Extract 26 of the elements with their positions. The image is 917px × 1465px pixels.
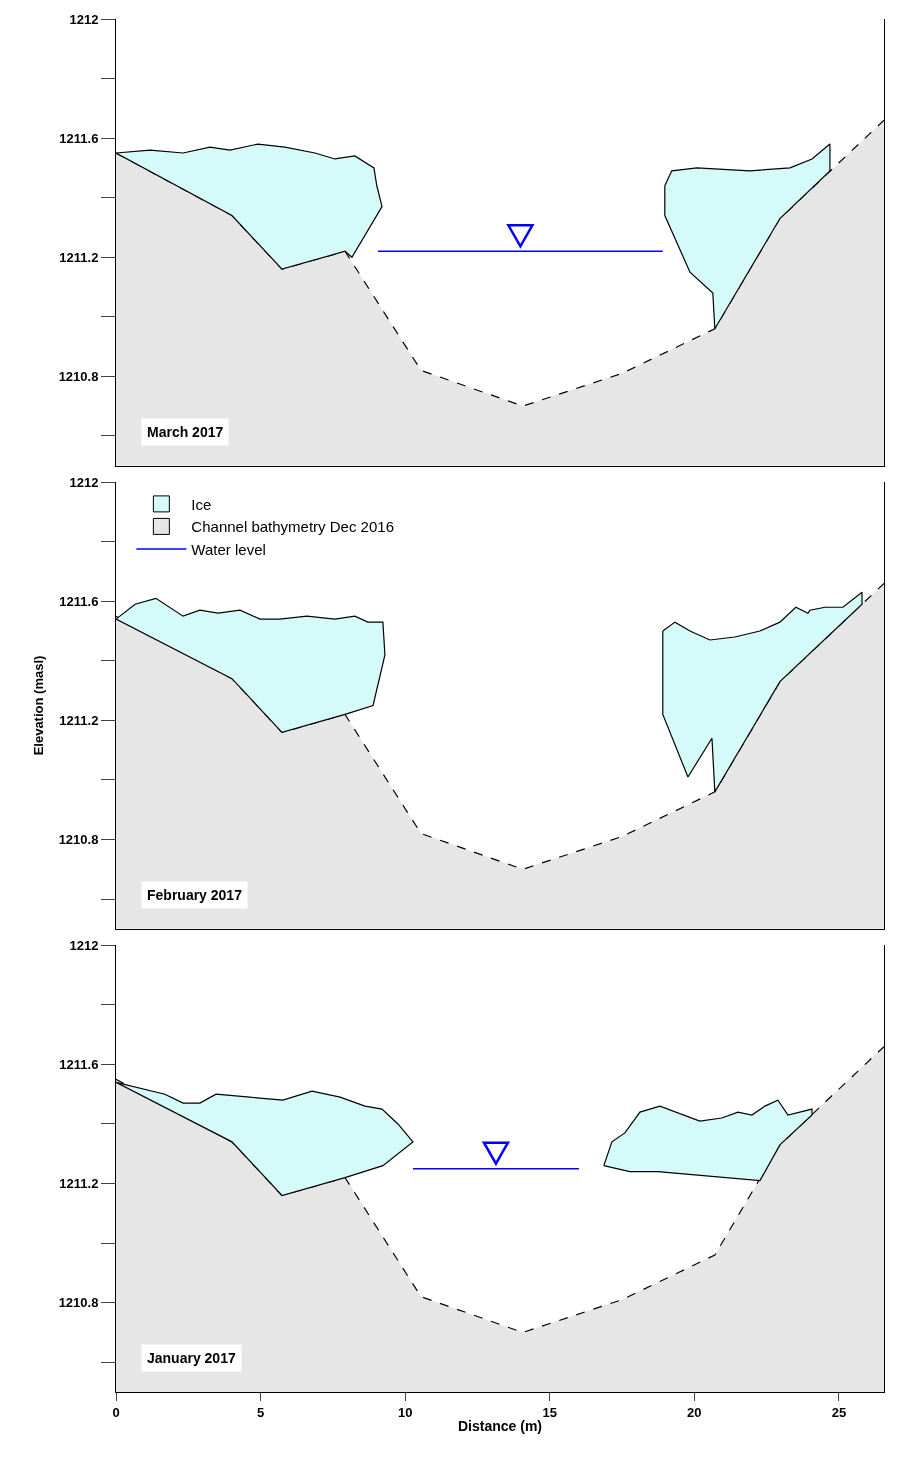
y-tick-label: 1211.6 [59, 593, 99, 609]
y-tick-label: 1211.2 [59, 712, 99, 728]
x-tick-label: 15 [542, 1404, 557, 1420]
x-tick-label: 0 [112, 1404, 120, 1420]
legend-label: Channel bathymetry Dec 2016 [191, 518, 394, 536]
y-axis-title: Elevation (masl) [30, 655, 46, 756]
text: February 2017 [147, 887, 243, 903]
y-tick-label: 1212 [69, 11, 99, 27]
x-axis-title: Distance (m) [457, 1417, 543, 1434]
text: March 2017 [147, 424, 224, 440]
x-tick-label: 10 [397, 1404, 413, 1420]
x-tick-label: 5 [256, 1404, 265, 1420]
y-tick-label: 1211.2 [59, 1176, 99, 1192]
y-tick-label: 1210.8 [58, 1295, 99, 1311]
y-tick-label: 1211.6 [59, 130, 99, 146]
x-tick-label: 25 [831, 1404, 847, 1420]
y-tick-label: 1210.8 [58, 832, 99, 848]
y-tick-label: 1211.2 [59, 249, 99, 265]
text: January 2017 [147, 1350, 236, 1366]
y-tick-label: 1212 [69, 474, 99, 490]
legend-label: Ice [191, 495, 212, 513]
legend-label: Water level [191, 540, 266, 558]
y-tick-label: 1211.6 [59, 1056, 99, 1072]
x-tick-label: 20 [687, 1404, 702, 1420]
y-tick-label: 1210.8 [58, 368, 99, 384]
y-tick-label: 1212 [69, 937, 99, 953]
